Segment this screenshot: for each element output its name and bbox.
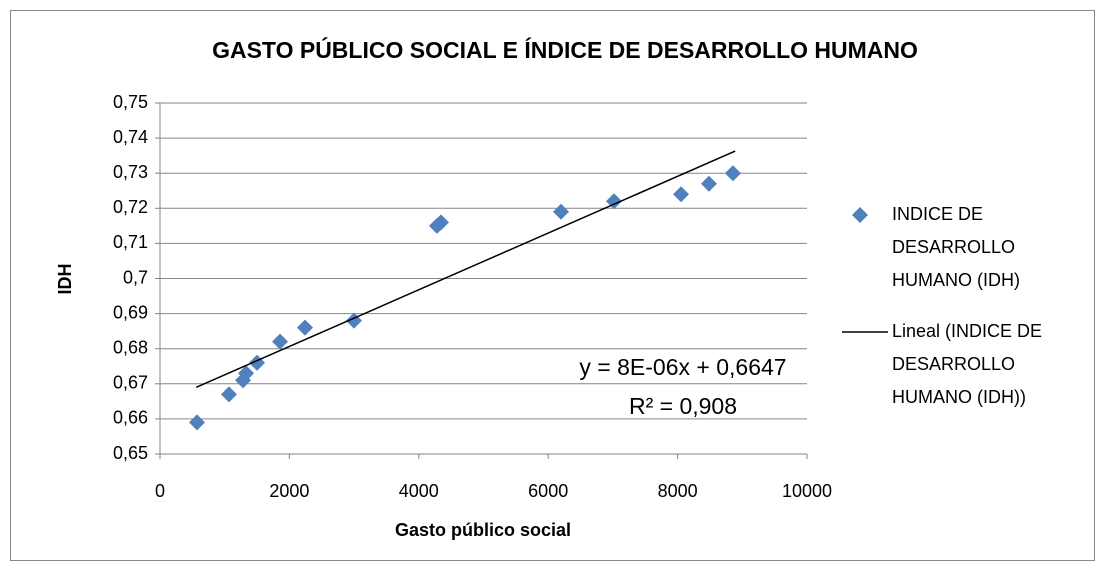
y-tick-label: 0,75: [113, 92, 148, 112]
x-tick-label: 2000: [269, 481, 309, 501]
data-point: [724, 165, 741, 182]
y-tick-label: 0,68: [113, 337, 148, 357]
trendline-r-squared: R² = 0,908: [629, 393, 737, 419]
y-tick-label: 0,74: [113, 127, 148, 147]
y-tick-label: 0,71: [113, 232, 148, 252]
legend-label: INDICE DE DESARROLLO HUMANO (IDH): [892, 204, 1020, 290]
data-point: [220, 386, 237, 403]
y-tick-label: 0,66: [113, 408, 148, 428]
chart-frame: [10, 10, 1095, 561]
data-point: [432, 214, 449, 231]
data-point: [189, 414, 206, 431]
data-point: [238, 365, 255, 382]
data-point: [673, 186, 690, 203]
data-point: [553, 203, 570, 220]
trendline-equation: y = 8E-06x + 0,6647: [579, 354, 786, 380]
y-axis-label: IDH: [55, 264, 75, 295]
y-tick-label: 0,7: [123, 267, 148, 287]
trendline: [195, 150, 736, 388]
y-tick-label: 0,73: [113, 162, 148, 182]
x-tick-label: 8000: [658, 481, 698, 501]
x-tick-label: 6000: [528, 481, 568, 501]
x-axis-label: Gasto público social: [395, 520, 571, 540]
data-point: [272, 333, 289, 350]
x-tick-label: 10000: [782, 481, 832, 501]
y-tick-label: 0,67: [113, 373, 148, 393]
x-tick-label: 0: [155, 481, 165, 501]
chart-title: GASTO PÚBLICO SOCIAL E ÍNDICE DE DESARRO…: [212, 36, 918, 63]
data-point: [296, 319, 313, 336]
x-tick-label: 4000: [399, 481, 439, 501]
y-tick-label: 0,65: [113, 443, 148, 463]
legend-marker: [852, 207, 868, 223]
y-tick-label: 0,69: [113, 302, 148, 322]
y-tick-label: 0,72: [113, 197, 148, 217]
legend-label: Lineal (INDICE DE DESARROLLO HUMANO (IDH…: [892, 321, 1047, 407]
data-point: [700, 175, 717, 192]
